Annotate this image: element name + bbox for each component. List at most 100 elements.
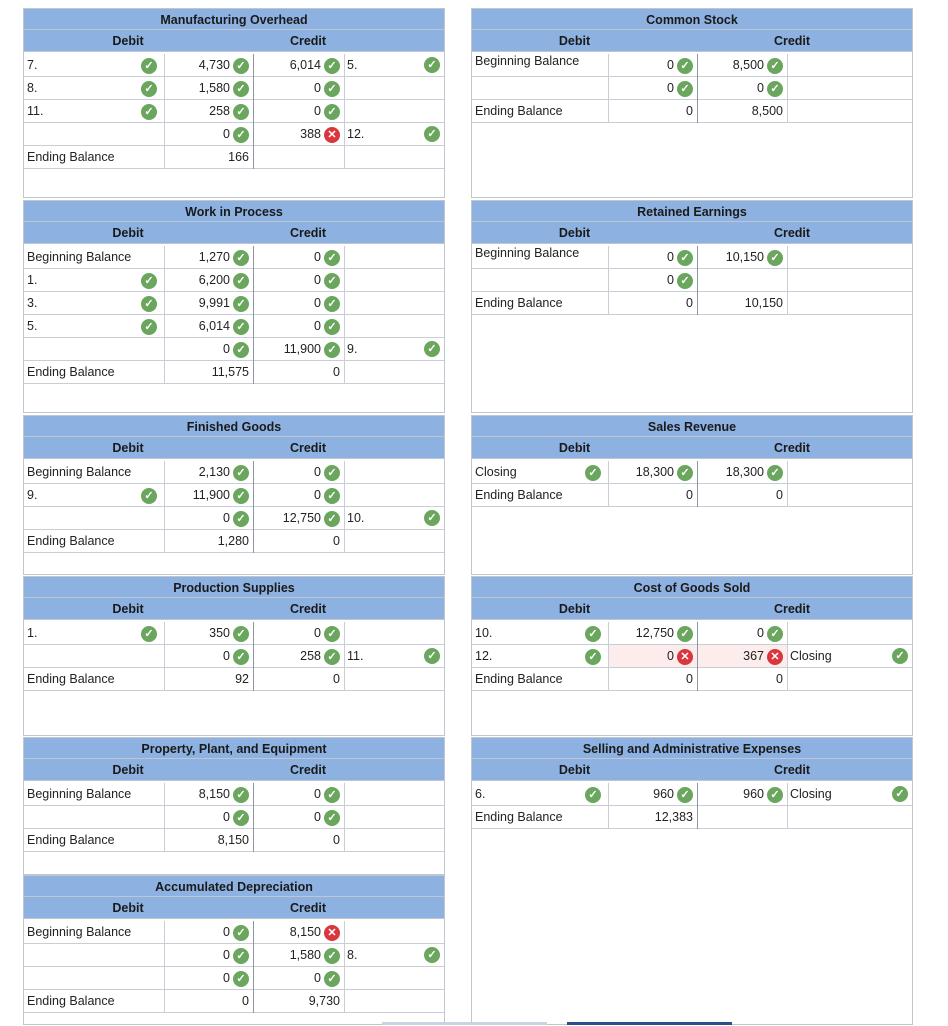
debit-amount[interactable]: 0 ✓ (164, 921, 253, 943)
credit-ref-label[interactable]: Closing ✓ (787, 783, 912, 805)
credit-amount[interactable]: 0 ✓ (253, 484, 344, 506)
credit-amount-text: 0 (314, 465, 321, 479)
debit-amount[interactable]: 0 ✓ (164, 967, 253, 989)
debit-amount[interactable]: 0 ✓ (608, 54, 697, 76)
credit-amount[interactable]: 0 ✓ (253, 100, 344, 122)
credit-header: Credit (289, 763, 327, 777)
credit-amount[interactable]: 0 ✓ (253, 77, 344, 99)
credit-amount-text: 0 (314, 810, 321, 824)
credit-amount[interactable]: 8,500 (697, 100, 787, 122)
debit-amount[interactable]: 9,991 ✓ (164, 292, 253, 314)
debit-amount[interactable]: 1,580 ✓ (164, 77, 253, 99)
debit-amount[interactable]: 0 ✕ (608, 645, 697, 667)
debit-amount[interactable]: 960 ✓ (608, 783, 697, 805)
credit-amount[interactable]: 258 ✓ (253, 645, 344, 667)
debit-amount[interactable]: 12,383 (608, 806, 697, 828)
debit-amount[interactable]: 0 ✓ (164, 123, 253, 145)
debit-amount[interactable]: 0 (608, 292, 697, 314)
credit-amount[interactable]: 367 ✕ (697, 645, 787, 667)
account-bottom-border (24, 874, 444, 875)
debit-amount[interactable]: 12,750 ✓ (608, 622, 697, 644)
credit-amount[interactable]: 9,730 (253, 990, 344, 1012)
credit-amount[interactable]: 0 (697, 484, 787, 506)
credit-amount[interactable]: 0 ✓ (253, 246, 344, 268)
credit-amount[interactable]: 1,580 ✓ (253, 944, 344, 966)
credit-amount[interactable]: 0 (253, 668, 344, 690)
debit-amount[interactable]: 0 ✓ (164, 806, 253, 828)
t-divider-right (344, 783, 345, 852)
debit-amount[interactable]: 0 (608, 100, 697, 122)
debit-amount[interactable]: 0 ✓ (608, 77, 697, 99)
credit-ref-label[interactable]: 12. ✓ (344, 123, 444, 145)
debit-amount[interactable]: 1,280 (164, 530, 253, 552)
credit-amount[interactable]: 388 ✕ (253, 123, 344, 145)
credit-amount[interactable]: 0 ✓ (697, 77, 787, 99)
credit-ref-label[interactable]: 5. ✓ (344, 54, 444, 76)
debit-amount[interactable]: 166 (164, 146, 253, 168)
debit-amount[interactable]: 8,150 ✓ (164, 783, 253, 805)
credit-amount[interactable]: 8,500 ✓ (697, 54, 787, 76)
debit-amount[interactable]: 0 ✓ (164, 507, 253, 529)
credit-amount[interactable]: 0 ✓ (253, 269, 344, 291)
bottom-button-right[interactable] (567, 1022, 732, 1025)
debit-amount[interactable]: 0 ✓ (164, 645, 253, 667)
credit-amount[interactable]: 0 ✓ (253, 967, 344, 989)
credit-amount[interactable]: 8,150 ✕ (253, 921, 344, 943)
debit-amount[interactable]: 0 (608, 668, 697, 690)
debit-amount[interactable]: 11,900 ✓ (164, 484, 253, 506)
debit-amount[interactable]: 6,200 ✓ (164, 269, 253, 291)
credit-ref-label[interactable]: Closing ✓ (787, 645, 912, 667)
debit-amount[interactable]: 0 (608, 484, 697, 506)
credit-amount[interactable]: 10,150 ✓ (697, 246, 787, 268)
credit-ref-text: 10. (347, 511, 365, 525)
debit-credit-header: Debit Credit (24, 598, 444, 620)
credit-amount[interactable]: 0 (697, 668, 787, 690)
debit-amount[interactable]: 18,300 ✓ (608, 461, 697, 483)
credit-amount[interactable]: 12,750 ✓ (253, 507, 344, 529)
credit-amount[interactable]: 6,014 ✓ (253, 54, 344, 76)
credit-ref-label[interactable]: 9. ✓ (344, 338, 444, 360)
credit-amount[interactable]: 0 (253, 530, 344, 552)
credit-amount[interactable]: 0 ✓ (697, 622, 787, 644)
credit-amount[interactable]: 11,900 ✓ (253, 338, 344, 360)
credit-ref-label[interactable]: 8. ✓ (344, 944, 444, 966)
debit-amount[interactable]: 6,014 ✓ (164, 315, 253, 337)
debit-amount-text: 18,300 (635, 465, 674, 479)
debit-amount[interactable]: 11,575 (164, 361, 253, 383)
debit-amount[interactable]: 0 (164, 990, 253, 1012)
debit-amount[interactable]: 258 ✓ (164, 100, 253, 122)
credit-amount[interactable]: 0 ✓ (253, 622, 344, 644)
credit-amount[interactable] (697, 269, 787, 291)
credit-amount[interactable]: 0 (253, 361, 344, 383)
credit-amount[interactable]: 960 ✓ (697, 783, 787, 805)
credit-amount[interactable]: 18,300 ✓ (697, 461, 787, 483)
debit-amount[interactable]: 2,130 ✓ (164, 461, 253, 483)
debit-amount[interactable]: 350 ✓ (164, 622, 253, 644)
credit-amount[interactable]: 10,150 (697, 292, 787, 314)
credit-amount[interactable] (253, 146, 344, 168)
debit-amount[interactable]: 0 ✓ (608, 246, 697, 268)
debit-amount[interactable]: 8,150 (164, 829, 253, 851)
debit-amount-text: 0 (223, 925, 230, 939)
credit-amount[interactable]: 0 ✓ (253, 783, 344, 805)
credit-amount[interactable]: 0 ✓ (253, 315, 344, 337)
credit-amount[interactable]: 0 (253, 829, 344, 851)
credit-amount[interactable]: 0 ✓ (253, 461, 344, 483)
incorrect-x-icon: ✕ (324, 924, 340, 941)
debit-amount[interactable]: 0 ✓ (164, 944, 253, 966)
credit-amount-text: 9,730 (308, 994, 340, 1008)
debit-amount[interactable]: 4,730 ✓ (164, 54, 253, 76)
debit-amount[interactable]: 1,270 ✓ (164, 246, 253, 268)
credit-amount[interactable] (697, 806, 787, 828)
debit-amount[interactable]: 0 ✓ (608, 269, 697, 291)
credit-ref-label[interactable]: 11. ✓ (344, 645, 444, 667)
credit-amount[interactable]: 0 ✓ (253, 292, 344, 314)
debit-amount-text: 0 (223, 971, 230, 985)
credit-ref-label[interactable]: 10. ✓ (344, 507, 444, 529)
debit-amount[interactable]: 0 ✓ (164, 338, 253, 360)
debit-amount[interactable]: 92 (164, 668, 253, 690)
ledger-row: 0 ✓ 0 ✓ (24, 967, 444, 990)
credit-amount[interactable]: 0 ✓ (253, 806, 344, 828)
bottom-button-left[interactable] (382, 1022, 547, 1025)
debit-credit-header: Debit Credit (24, 30, 444, 52)
